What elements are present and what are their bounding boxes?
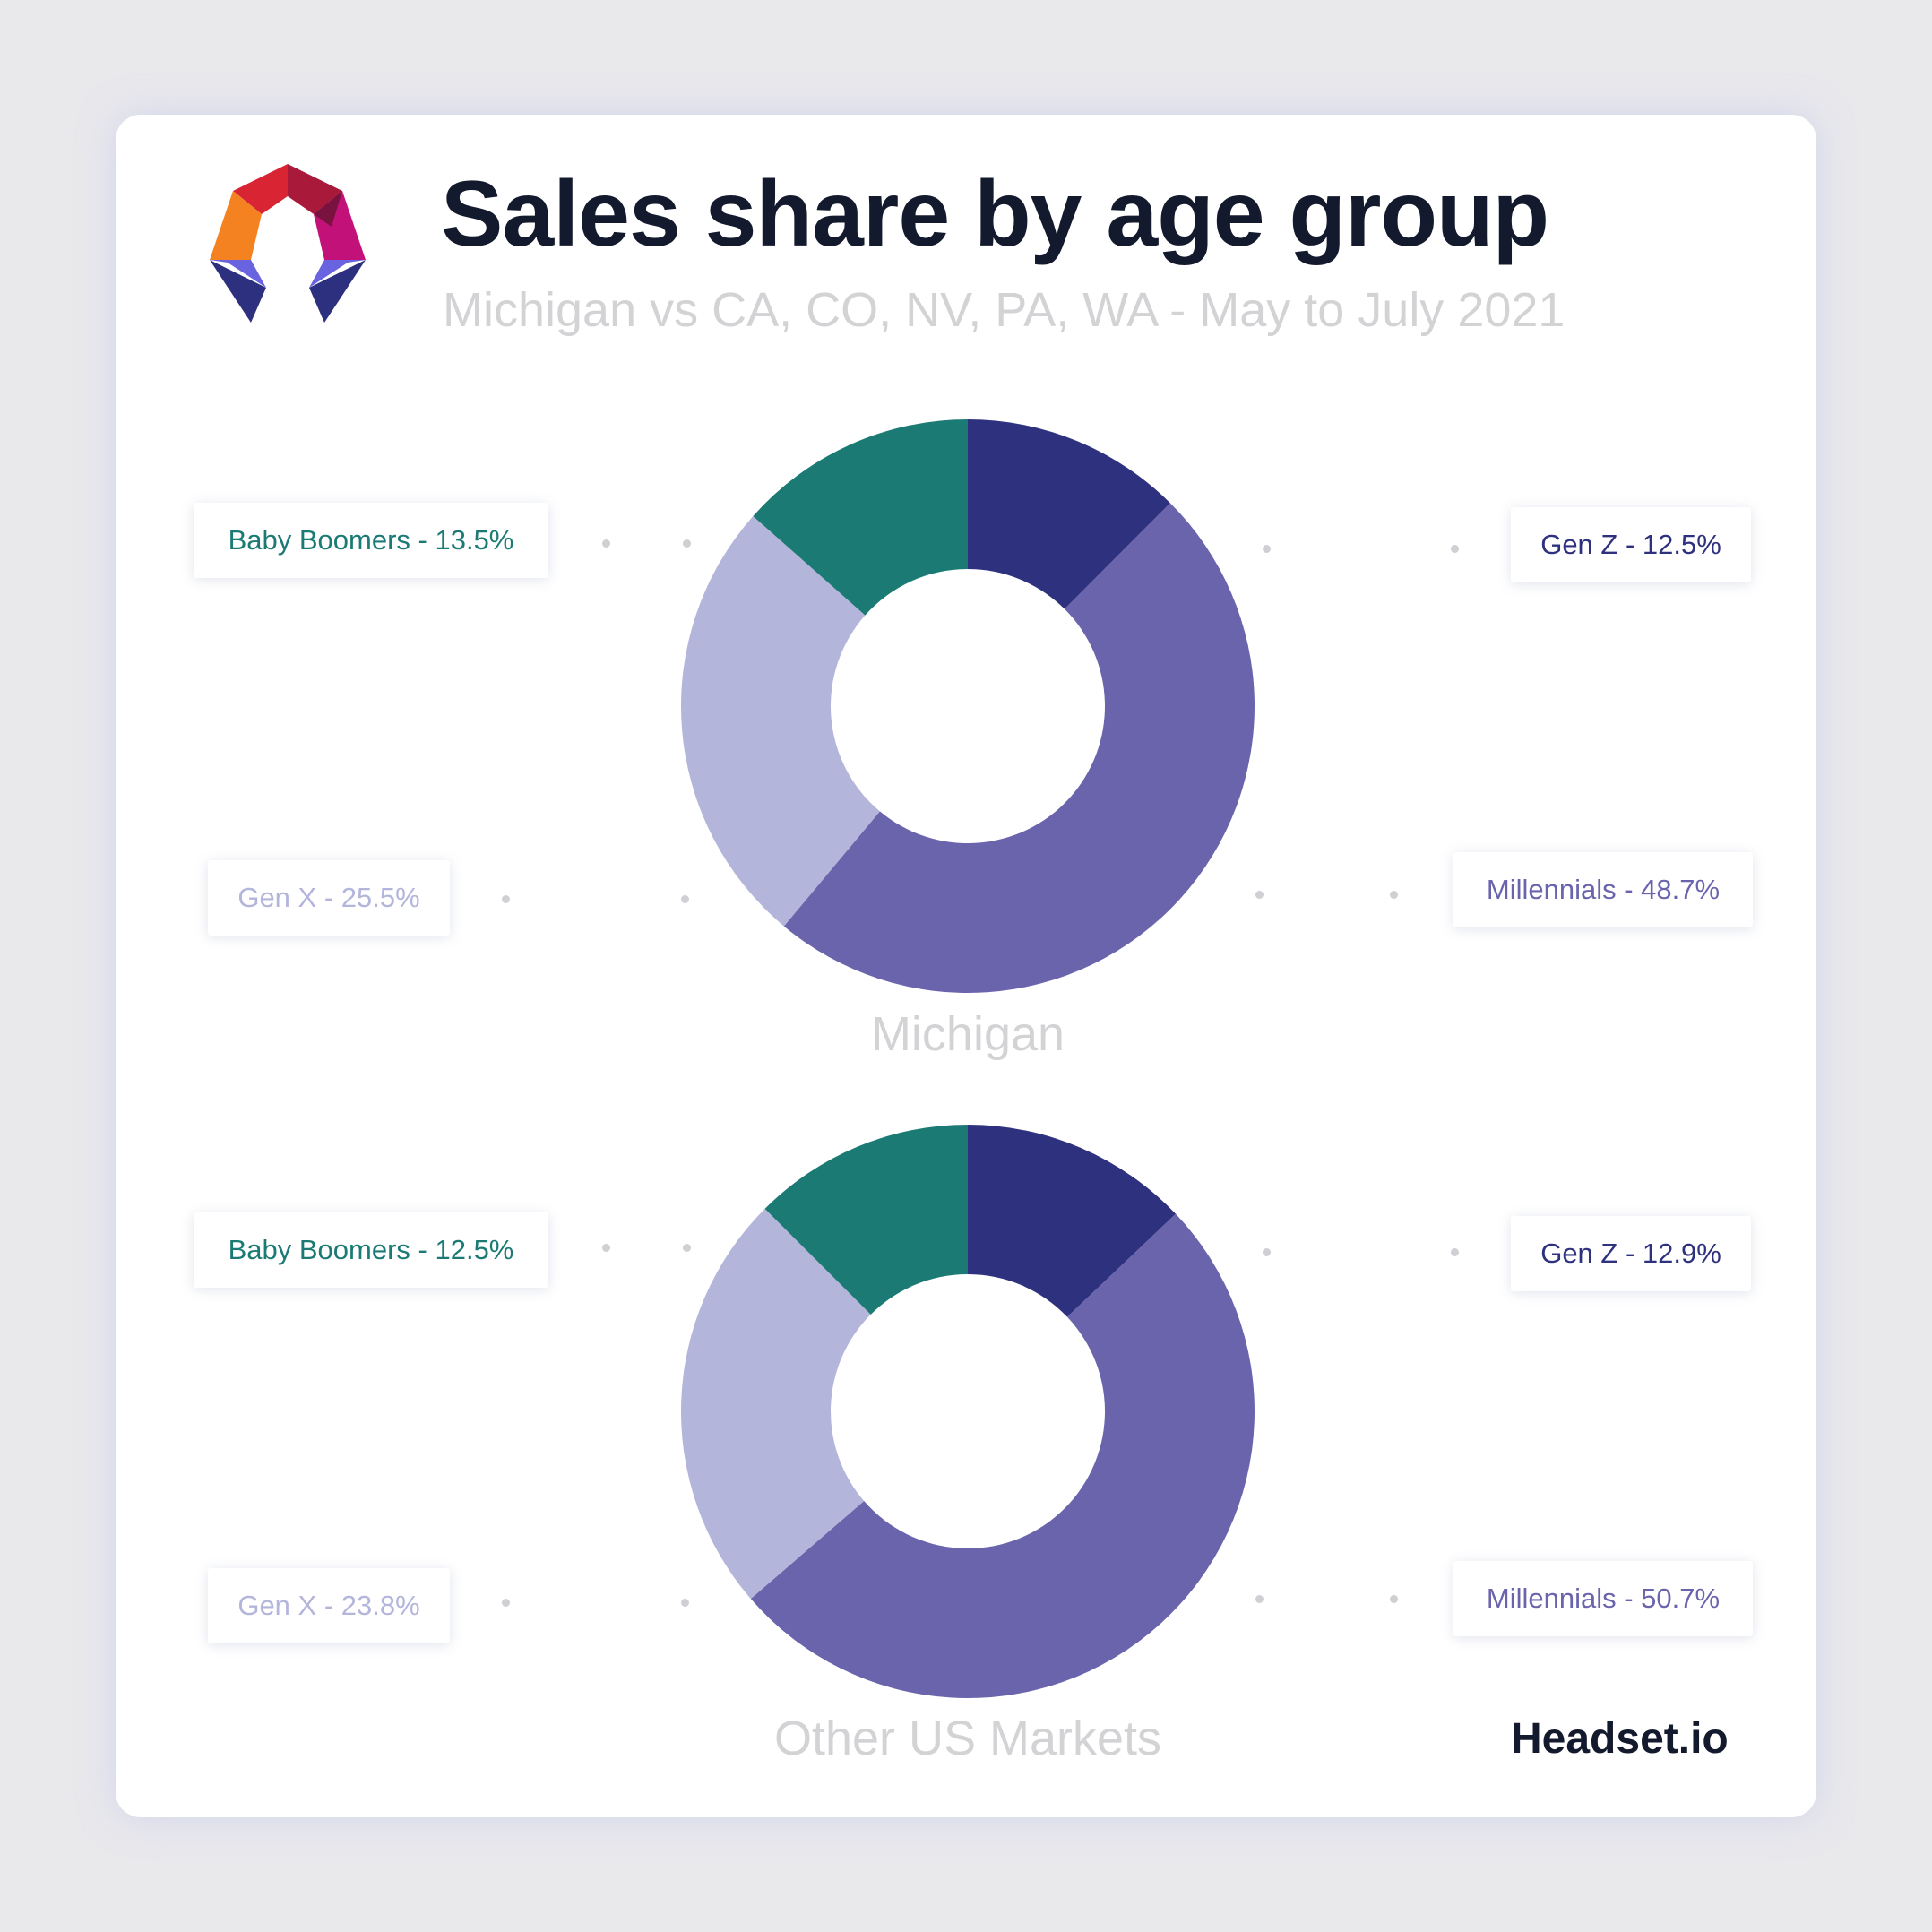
leader-dot [681, 895, 689, 903]
leader-dot [602, 1244, 610, 1252]
page-title: Sales share by age group [441, 162, 1549, 266]
donut-slice-gen-x [681, 515, 880, 927]
leader-dot [1390, 891, 1398, 899]
label-gen-x-other: Gen X - 23.8% [208, 1568, 450, 1643]
leader-dot [1451, 1248, 1459, 1256]
donut-slice-gen-x [681, 1208, 871, 1600]
leader-dot [1451, 545, 1459, 553]
label-baby-boomers-other: Baby Boomers - 12.5% [194, 1212, 548, 1288]
brand-wordmark: Headset.io [1511, 1715, 1729, 1763]
donut-chart-other-us-markets [681, 1125, 1255, 1698]
label-millennials-other: Millennials - 50.7% [1453, 1561, 1753, 1636]
leader-dot [683, 539, 691, 548]
page-subtitle: Michigan vs CA, CO, NV, PA, WA - May to … [443, 283, 1565, 337]
leader-dot [1255, 1595, 1264, 1603]
label-gen-z-other: Gen Z - 12.9% [1511, 1216, 1751, 1291]
donut-slice-gen-z [968, 419, 1170, 609]
leader-dot [681, 1599, 689, 1607]
leader-dot [1263, 1248, 1271, 1256]
leader-dot [602, 539, 610, 548]
headset-logo-icon [210, 164, 366, 323]
leader-dot [1263, 545, 1271, 553]
label-gen-x-michigan: Gen X - 25.5% [208, 860, 450, 936]
leader-dot [502, 1599, 510, 1607]
donut-slice-baby-boomers [753, 419, 968, 616]
leader-dot [502, 895, 510, 903]
label-gen-z-michigan: Gen Z - 12.5% [1511, 507, 1751, 582]
label-baby-boomers-michigan: Baby Boomers - 13.5% [194, 503, 548, 578]
chart-title-michigan: Michigan [870, 1007, 1065, 1061]
label-millennials-michigan: Millennials - 48.7% [1453, 852, 1753, 927]
donut-slice-millennials [783, 503, 1255, 993]
donut-chart-michigan [681, 419, 1255, 993]
chart-title-other-us-markets: Other US Markets [773, 1712, 1162, 1765]
donut-slice-gen-z [968, 1125, 1177, 1317]
donut-slice-millennials [750, 1213, 1255, 1698]
leader-dot [683, 1244, 691, 1252]
donut-slice-baby-boomers [764, 1125, 968, 1315]
leader-dot [1255, 891, 1264, 899]
leader-dot [1390, 1595, 1398, 1603]
